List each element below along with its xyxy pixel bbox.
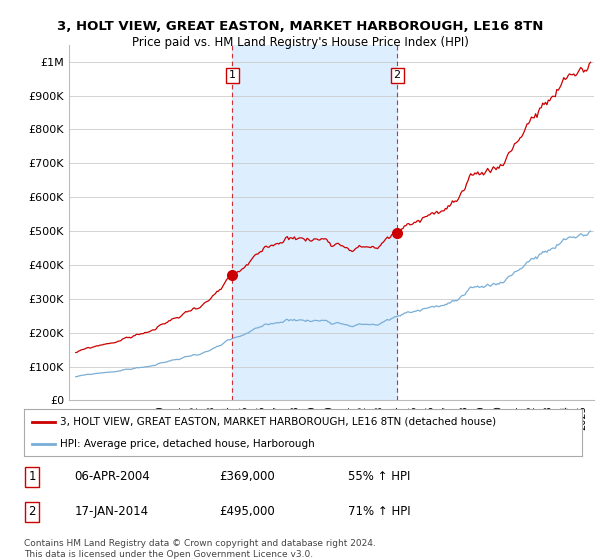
Bar [232,45,397,400]
Text: 17-JAN-2014: 17-JAN-2014 [74,506,148,519]
Text: 2: 2 [29,506,36,519]
Text: £369,000: £369,000 [220,470,275,483]
Text: Contains HM Land Registry data © Crown copyright and database right 2024.
This d: Contains HM Land Registry data © Crown c… [24,539,376,559]
Text: 3, HOLT VIEW, GREAT EASTON, MARKET HARBOROUGH, LE16 8TN: 3, HOLT VIEW, GREAT EASTON, MARKET HARBO… [57,20,543,32]
Text: HPI: Average price, detached house, Harborough: HPI: Average price, detached house, Harb… [60,438,315,449]
Text: 1: 1 [29,470,36,483]
Text: 71% ↑ HPI: 71% ↑ HPI [347,506,410,519]
Text: £495,000: £495,000 [220,506,275,519]
Text: 55% ↑ HPI: 55% ↑ HPI [347,470,410,483]
Text: 06-APR-2004: 06-APR-2004 [74,470,150,483]
Text: 1: 1 [229,71,236,80]
Text: 2: 2 [394,71,401,80]
Text: Price paid vs. HM Land Registry's House Price Index (HPI): Price paid vs. HM Land Registry's House … [131,36,469,49]
Text: 3, HOLT VIEW, GREAT EASTON, MARKET HARBOROUGH, LE16 8TN (detached house): 3, HOLT VIEW, GREAT EASTON, MARKET HARBO… [60,417,496,427]
